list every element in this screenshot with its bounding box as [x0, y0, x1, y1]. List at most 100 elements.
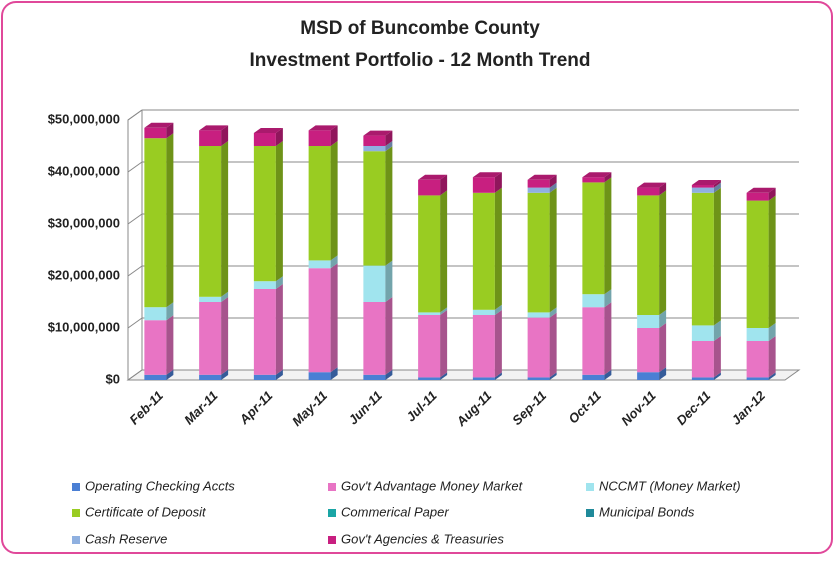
bar-side — [713, 320, 721, 341]
bar-side — [768, 195, 776, 328]
legend-swatch — [586, 509, 594, 517]
legend-label: Commerical Paper — [341, 504, 449, 519]
bar-segment — [637, 187, 660, 196]
bar-segment — [363, 302, 386, 375]
bar-side — [440, 310, 448, 378]
bar-segment — [691, 325, 714, 341]
bar-top — [582, 172, 612, 178]
bar-side — [385, 369, 393, 380]
bar-side — [166, 122, 174, 139]
y-tick-label: $20,000,000 — [48, 267, 120, 282]
bar-segment — [308, 268, 331, 373]
bar-side — [330, 255, 338, 269]
legend-label: Gov't Agencies & Treasuries — [341, 531, 504, 546]
bar-side — [604, 369, 612, 380]
bar-side — [385, 297, 393, 375]
bar-segment — [199, 146, 222, 297]
bar-top — [418, 174, 448, 180]
bar-side — [604, 302, 612, 375]
bar-top — [199, 125, 229, 131]
bar-side — [659, 182, 667, 196]
bar-side — [768, 372, 776, 380]
bar-side — [385, 146, 393, 266]
bar-segment — [746, 192, 769, 201]
y-tick-label: $10,000,000 — [48, 319, 120, 334]
bar-side — [166, 133, 174, 308]
bar-side — [494, 310, 502, 378]
bar-segment — [418, 195, 441, 313]
bar-segment — [691, 187, 714, 193]
bar-side — [604, 289, 612, 308]
bar-side — [713, 336, 721, 378]
legend-swatch — [328, 536, 336, 544]
bar-segment — [144, 320, 167, 375]
legend-label: Cash Reserve — [85, 531, 167, 546]
bar-segment — [472, 309, 495, 315]
bar-side — [275, 128, 283, 146]
grid-line-side — [127, 109, 143, 121]
bar-side — [604, 177, 612, 295]
bar-segment — [253, 146, 276, 282]
bar-side — [330, 263, 338, 373]
bar-side — [659, 323, 667, 373]
bar-segment — [472, 315, 495, 378]
bar-segment — [637, 328, 660, 373]
legend-label: Operating Checking Accts — [85, 478, 235, 493]
bar-side — [768, 187, 776, 201]
bar-segment — [746, 377, 769, 380]
bar-segment — [144, 374, 167, 380]
y-tick-label: $50,000,000 — [48, 111, 120, 126]
bar-side — [166, 369, 174, 380]
bar-segment — [472, 192, 495, 310]
bar-side — [221, 369, 229, 380]
bar-segment — [527, 179, 550, 188]
bar-segment — [363, 146, 386, 152]
bar-side — [221, 125, 229, 146]
bar-segment — [691, 185, 714, 188]
grid-line-side — [127, 161, 143, 173]
bar-side — [768, 323, 776, 341]
bar-side — [330, 141, 338, 261]
bar-segment — [199, 302, 222, 375]
bar-segment — [363, 374, 386, 380]
bar-side — [275, 284, 283, 375]
bar-side — [330, 367, 338, 380]
bar-segment — [582, 177, 605, 183]
bar-top — [308, 125, 338, 131]
bar-top — [527, 174, 557, 180]
bar-segment — [308, 260, 331, 269]
bar-side — [713, 182, 721, 193]
bar-side — [604, 172, 612, 183]
legend-swatch — [586, 483, 594, 491]
bar-segment — [308, 146, 331, 261]
bar-segment — [472, 377, 495, 380]
bar-side — [549, 372, 557, 380]
bar-side — [385, 260, 393, 302]
bar-side — [166, 315, 174, 375]
bar-segment — [582, 374, 605, 380]
bar-side — [549, 307, 557, 318]
bar-side — [221, 297, 229, 375]
bar-side — [440, 190, 448, 313]
bar-top — [144, 122, 174, 128]
bar-segment — [253, 374, 276, 380]
bar-side — [440, 372, 448, 380]
bar-segment — [691, 192, 714, 326]
bar-segment — [418, 312, 441, 315]
bar-segment — [253, 281, 276, 289]
bar-side — [275, 369, 283, 380]
bar-side — [330, 125, 338, 146]
bar-side — [494, 187, 502, 310]
bar-segment — [527, 317, 550, 378]
bar-segment — [582, 294, 605, 308]
bar-side — [275, 141, 283, 282]
y-tick-label: $40,000,000 — [48, 163, 120, 178]
bar-segment — [144, 127, 167, 139]
bar-segment — [418, 315, 441, 378]
bar-side — [494, 372, 502, 380]
bar-side — [275, 276, 283, 289]
bar-side — [768, 336, 776, 378]
legend-swatch — [328, 483, 336, 491]
bar-segment — [637, 195, 660, 315]
bar-top — [691, 180, 721, 185]
